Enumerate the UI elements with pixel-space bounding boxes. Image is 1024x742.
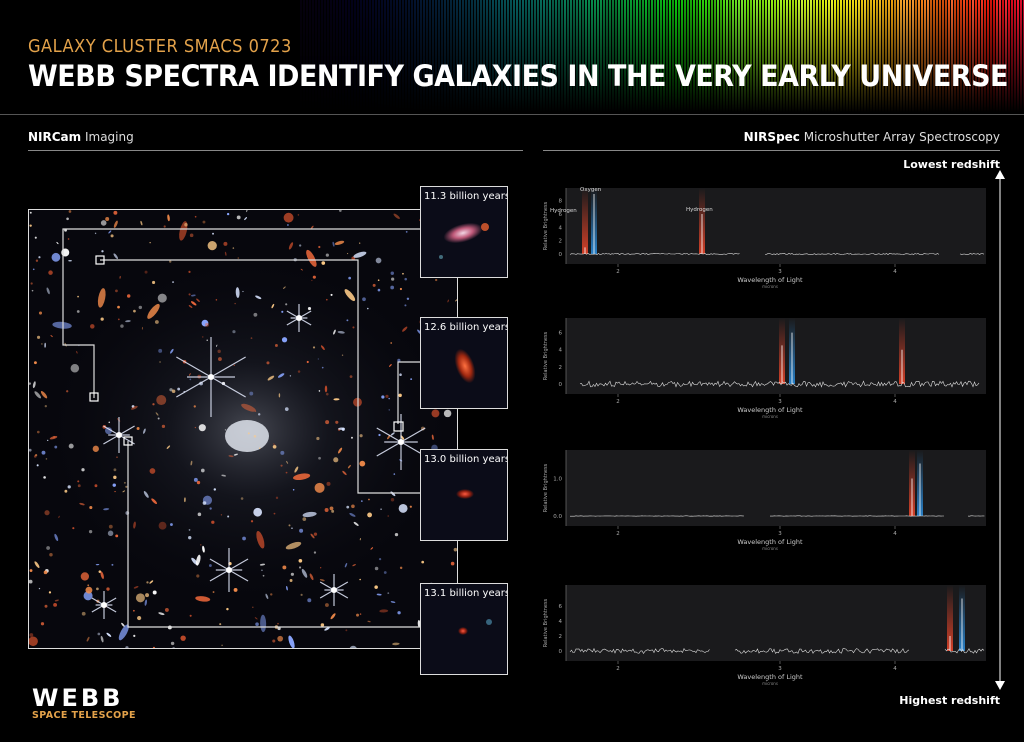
emission-line bbox=[582, 188, 588, 254]
webb-logo: WEBB SPACE TELESCOPE bbox=[32, 684, 136, 721]
deep-field-image[interactable] bbox=[28, 209, 458, 649]
line-annotation: Oxygen bbox=[580, 187, 602, 193]
y-tick-label: 0 bbox=[559, 252, 563, 258]
y-tick-label: 6 bbox=[559, 212, 563, 218]
spectrum-trace bbox=[569, 253, 740, 255]
galaxy-thumbnail-3[interactable]: 13.0 billion years bbox=[420, 449, 508, 541]
thumbnail-2-label: 12.6 billion years bbox=[424, 322, 508, 333]
spectrum-panel-2: 0 2 4 6 Relative Brightness 2 3 4 Wavelength of … bbox=[543, 318, 986, 419]
plot-background bbox=[566, 318, 986, 394]
galaxy-thumbnail-4[interactable]: 13.1 billion years bbox=[420, 583, 508, 675]
thumbnail-1-label: 11.3 billion years bbox=[424, 191, 508, 202]
line-annotation: Hydrogen bbox=[686, 207, 713, 213]
spectrum-trace bbox=[959, 253, 985, 255]
x-tick-label: 2 bbox=[616, 269, 620, 275]
y-tick-label: 4 bbox=[559, 619, 563, 625]
x-tick-label: 4 bbox=[893, 531, 897, 537]
lowest-redshift-label: Lowest redshift bbox=[903, 158, 1000, 171]
y-tick-label: 2 bbox=[559, 239, 563, 245]
line-annotation: Hydrogen bbox=[550, 208, 577, 214]
emission-line bbox=[947, 585, 953, 651]
logo-wordmark: WEBB bbox=[32, 684, 124, 712]
plot-background bbox=[566, 585, 986, 661]
x-tick-label: 4 bbox=[893, 666, 897, 672]
x-axis-label: Wavelength of Light bbox=[737, 406, 803, 414]
y-axis-label: Relative Brightness bbox=[543, 201, 549, 250]
x-tick-label: 2 bbox=[616, 399, 620, 405]
nircam-section-divider bbox=[28, 150, 523, 151]
page-title: WEBB SPECTRA IDENTIFY GALAXIES IN THE VE… bbox=[28, 59, 1009, 93]
redshift-arrow bbox=[995, 170, 1005, 690]
spectrum-panel-4: 0 2 4 6 Relative Brightness 2 3 4 Wavelength of … bbox=[543, 585, 986, 686]
page-subtitle: GALAXY CLUSTER SMACS 0723 bbox=[28, 36, 292, 57]
x-tick-label: 2 bbox=[616, 531, 620, 537]
y-tick-label: 2 bbox=[559, 634, 563, 640]
logo-tagline: SPACE TELESCOPE bbox=[32, 710, 136, 721]
y-tick-label: 8 bbox=[559, 199, 563, 205]
x-tick-label: 3 bbox=[778, 666, 782, 672]
x-axis-label: Wavelength of Light bbox=[737, 276, 803, 284]
x-tick-label: 4 bbox=[893, 399, 897, 405]
y-tick-label: 0 bbox=[559, 382, 563, 388]
y-tick-label: 2 bbox=[559, 365, 563, 371]
spectrum-trace bbox=[764, 253, 940, 255]
thumbnail-4-label: 13.1 billion years bbox=[424, 588, 508, 599]
galaxy-thumbnail-2[interactable]: 12.6 billion years bbox=[420, 317, 508, 409]
header-divider bbox=[0, 114, 1024, 115]
spectrum-rainbow-banner bbox=[300, 0, 1024, 112]
x-tick-label: 3 bbox=[778, 399, 782, 405]
thumbnail-3-label: 13.0 billion years bbox=[424, 454, 508, 465]
y-tick-label: 4 bbox=[559, 348, 563, 354]
x-tick-label: 3 bbox=[778, 531, 782, 537]
plot-background bbox=[566, 188, 986, 264]
y-tick-label: 4 bbox=[559, 225, 563, 231]
y-tick-label: 1.0 bbox=[553, 477, 562, 483]
x-axis-label: Wavelength of Light bbox=[737, 673, 803, 681]
x-tick-label: 4 bbox=[893, 269, 897, 275]
y-axis-label: Relative Brightness bbox=[543, 463, 549, 512]
y-tick-label: 0.0 bbox=[553, 514, 562, 520]
nircam-section-label: NIRCam Imaging bbox=[28, 130, 134, 144]
y-axis-label: Relative Brightness bbox=[543, 598, 549, 647]
galaxy-thumbnail-1[interactable]: 11.3 billion years bbox=[420, 186, 508, 278]
x-axis-label: Wavelength of Light bbox=[737, 538, 803, 546]
spectrum-trace bbox=[944, 648, 985, 654]
spectrum-trace bbox=[734, 648, 910, 654]
x-axis-unit: microns bbox=[762, 681, 778, 686]
y-tick-label: 6 bbox=[559, 604, 563, 610]
highest-redshift-label: Highest redshift bbox=[899, 694, 1000, 707]
nirspec-section-label: NIRSpec Microshutter Array Spectroscopy bbox=[743, 130, 1000, 144]
x-axis-unit: microns bbox=[762, 284, 778, 289]
nirspec-section-divider bbox=[543, 150, 1000, 151]
spectrum-panel-3: 0.0 1.0 Relative Brightness 2 3 4 Wavelength o… bbox=[543, 450, 986, 551]
y-tick-label: 0 bbox=[559, 649, 563, 655]
x-axis-unit: microns bbox=[762, 414, 778, 419]
x-axis-unit: microns bbox=[762, 546, 778, 551]
x-tick-label: 2 bbox=[616, 666, 620, 672]
spectrum-panel-1: 0 2 4 6 8 Relative Brightness 2 3 4 Wavelength of… bbox=[543, 187, 986, 289]
x-tick-label: 3 bbox=[778, 269, 782, 275]
spectrum-trace bbox=[569, 647, 710, 654]
y-axis-label: Relative Brightness bbox=[543, 331, 549, 380]
spectrum-trace bbox=[579, 380, 980, 388]
plot-background bbox=[566, 450, 986, 526]
y-tick-label: 6 bbox=[559, 331, 563, 337]
